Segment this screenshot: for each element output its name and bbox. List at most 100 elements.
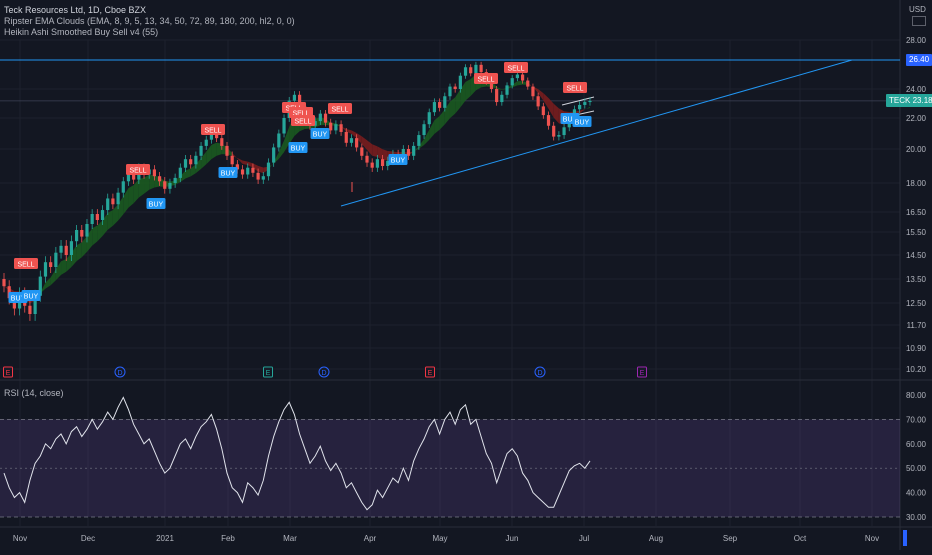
event-marker-label: D [321, 370, 326, 377]
candle-body [546, 115, 551, 126]
rsi-tick-label: 40.00 [906, 489, 927, 498]
chart-title[interactable]: Teck Resources Ltd, 1D, Cboe BZX [4, 5, 147, 15]
candle-body [178, 167, 182, 178]
candle-body [116, 192, 120, 205]
candle-body [59, 245, 63, 253]
time-axis-label: Jun [506, 534, 519, 543]
ema-cloud-segment [206, 144, 212, 165]
ema-cloud-segment [434, 115, 440, 134]
signal-sell-box [504, 62, 528, 73]
ema-cloud-segment [123, 188, 129, 215]
rsi-tick-label: 70.00 [906, 415, 927, 424]
ticker-symbol: TECK [889, 96, 911, 105]
ema-clouds-legend[interactable]: Ripster EMA Clouds (EMA, 8, 9, 5, 13, 34… [4, 16, 295, 26]
ema-cloud-segment [584, 106, 590, 110]
ema-cloud-segment [361, 136, 368, 150]
candle-body [572, 109, 577, 117]
ema-cloud-segment [439, 109, 445, 130]
ema-cloud-segment [258, 165, 264, 174]
ema-cloud-segment [351, 130, 357, 139]
candle-body [49, 262, 53, 267]
earnings-event-icon [637, 366, 647, 378]
dividend-event-icon [534, 366, 546, 378]
candle-body [520, 74, 525, 81]
candle-body [230, 155, 234, 165]
candle-body [277, 133, 281, 148]
signal-buy-label: BUY [291, 146, 306, 153]
candle-body [199, 145, 203, 156]
ema-cloud-segment [112, 204, 119, 226]
ema-cloud-segment [45, 277, 51, 289]
signal-buy-box [218, 167, 238, 178]
ema-cloud-segment [55, 261, 62, 281]
ema-cloud-segment [512, 81, 518, 88]
time-scroll-handle[interactable] [903, 530, 907, 546]
candle-body [412, 145, 416, 156]
ema-cloud-segment [356, 133, 362, 144]
event-marker-label: E [6, 370, 11, 377]
candle-body [209, 131, 214, 140]
candle-body [500, 94, 504, 103]
earnings-event-icon [263, 366, 273, 378]
candle-body [313, 121, 317, 126]
candle-body [183, 159, 188, 168]
ema-cloud-segment [418, 138, 425, 149]
ema-cloud-segment [413, 146, 419, 153]
candle-body [438, 102, 442, 108]
ema-cloud-segment [538, 89, 544, 101]
earnings-event-icon [425, 366, 435, 378]
ema-cloud-segment [92, 225, 98, 246]
candle-body [552, 125, 556, 137]
ema-cloud-segment [133, 179, 139, 204]
signal-sell-label: SELL [129, 168, 146, 175]
earnings-event-icon [3, 366, 13, 378]
ema-cloud-segment [382, 149, 388, 161]
ema-cloud-segment [449, 97, 456, 119]
signal-buy-label: BUY [575, 120, 590, 127]
rsi-legend[interactable]: RSI (14, close) [4, 388, 64, 398]
event-marker-label: E [428, 370, 433, 377]
candle-body [463, 67, 468, 76]
candle-body [43, 262, 48, 277]
ema-cloud-segment [543, 93, 549, 109]
candle-body [422, 124, 426, 136]
signal-sell-box [126, 164, 150, 175]
ema-cloud-segment [211, 142, 217, 160]
candle-body [417, 135, 421, 146]
heikin-ashi-legend[interactable]: Heikin Ashi Smoothed Buy Sell v4 (55) [4, 27, 159, 37]
ema-cloud-segment [149, 174, 155, 190]
horizontal-level-badge: 26.40 [906, 54, 932, 66]
candle-body [240, 169, 245, 175]
candle-body [194, 155, 198, 165]
candle-body [215, 131, 219, 139]
candle-body [583, 102, 587, 105]
candle-body [360, 147, 364, 156]
currency-selector[interactable]: USD [909, 5, 926, 26]
candle-body [365, 155, 369, 163]
price-tick-label: 28.00 [906, 36, 927, 45]
candle-body [189, 159, 193, 165]
ema-cloud-segment [97, 220, 103, 242]
candle-body [2, 279, 6, 287]
ema-cloud-segment [71, 245, 77, 268]
candle-body [90, 214, 94, 224]
signal-sell-label: SELL [331, 107, 348, 114]
channel-line-upper [561, 96, 595, 106]
candle-body [318, 113, 322, 122]
candle-body [69, 241, 74, 255]
signal-buy-box [572, 116, 592, 127]
ema-cloud-segment [517, 81, 523, 86]
rsi-tick-label: 30.00 [906, 513, 927, 522]
time-axis-label: Nov [13, 534, 27, 543]
signal-buy-label: BUY [391, 158, 406, 165]
candle-body [344, 131, 348, 143]
candle-body [515, 74, 519, 79]
candle-body [578, 104, 582, 110]
ema-cloud-segment [144, 174, 150, 194]
candle-body [54, 252, 58, 267]
time-axis-label: Jul [579, 534, 589, 543]
candle-body [536, 96, 540, 107]
scale-toggle-icon[interactable] [912, 16, 926, 26]
